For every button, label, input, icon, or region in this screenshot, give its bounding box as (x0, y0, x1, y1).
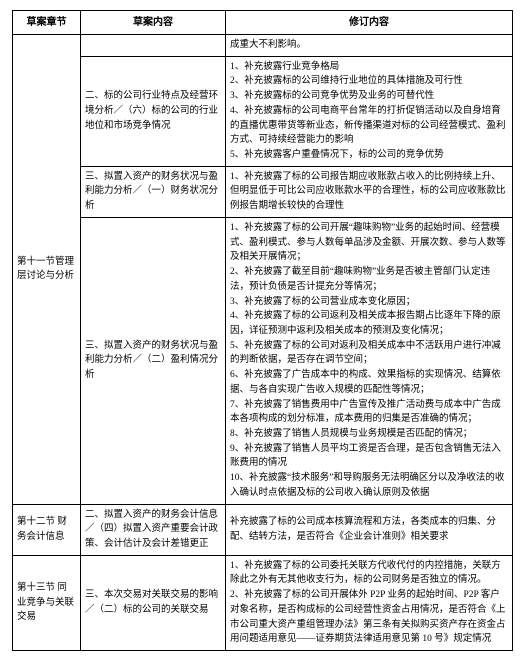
table-row: 第十二节 财务会计信息 二、拟置入资产的财务会计信息／（四）拟置入资产重要会计政… (13, 504, 513, 555)
table-row: 第十三节 同业竞争与关联交易 三、本次交易对关联交易的影响／（二）标的公司的关联… (13, 555, 513, 650)
cell-content: 三、拟置入资产的财务状况与盈利能力分析／（二）盈利情况分析 (81, 217, 226, 504)
header-content: 草案内容 (81, 11, 226, 35)
table-row: 三、拟置入资产的财务状况与盈利能力分析／（一）财务状况分析 1、补充披露了标的公… (13, 166, 513, 217)
cell-revision: 补充披露了标的公司成本核算流程和方法，各类成本的归集、分配、结转方法，是否符合《… (226, 504, 513, 555)
header-chapter: 草案章节 (13, 11, 81, 35)
table-row: 二、标的公司行业特点及经营环境分析／（六）标的公司的行业地位和市场竞争情况 1、… (13, 56, 513, 166)
cell-revision: 1、补充披露了标的公司开展“趣味购物”业务的起始时间、经营模式、盈利模式、参与人… (226, 217, 513, 504)
cell-revision: 1、补充披露行业竞争格局2、补充披露标的公司维持行业地位的具体措施及可行性3、补… (226, 56, 513, 166)
cell-content: 三、拟置入资产的财务状况与盈利能力分析／（一）财务状况分析 (81, 166, 226, 217)
cell-content: 二、标的公司行业特点及经营环境分析／（六）标的公司的行业地位和市场竞争情况 (81, 56, 226, 166)
cell-revision: 1、补充披露了标的公司委托关联方代收代付的内控措施，关联方除此之外有无其他收支行… (226, 555, 513, 650)
cell-chapter-11: 第十一节管理层讨论与分析 (13, 35, 81, 505)
header-revision: 修订内容 (226, 11, 513, 35)
table-row: 第十一节管理层讨论与分析 成重大不利影响。 (13, 35, 513, 57)
cell-chapter-13: 第十三节 同业竞争与关联交易 (13, 555, 81, 650)
cell-revision: 成重大不利影响。 (226, 35, 513, 57)
table-header-row: 草案章节 草案内容 修订内容 (13, 11, 513, 35)
cell-revision: 1、补充披露了标的公司报告期应收账款占收入的比例持续上升、但明显低于可比公司应收… (226, 166, 513, 217)
cell-chapter-12: 第十二节 财务会计信息 (13, 504, 81, 555)
cell-content (81, 35, 226, 57)
cell-content: 三、本次交易对关联交易的影响／（二）标的公司的关联交易 (81, 555, 226, 650)
cell-content: 二、拟置入资产的财务会计信息／（四）拟置入资产重要会计政策、会计估计及会计差错更… (81, 504, 226, 555)
revision-table: 草案章节 草案内容 修订内容 第十一节管理层讨论与分析 成重大不利影响。 二、标… (12, 10, 513, 651)
table-row: 三、拟置入资产的财务状况与盈利能力分析／（二）盈利情况分析 1、补充披露了标的公… (13, 217, 513, 504)
